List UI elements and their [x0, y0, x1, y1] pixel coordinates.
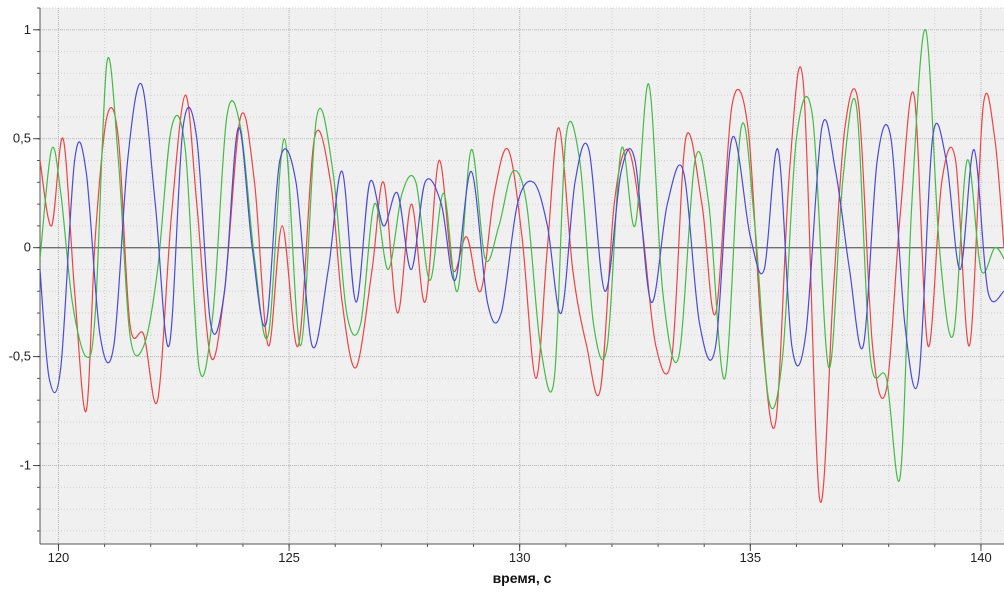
y-tick-label: 1	[24, 22, 31, 37]
axes: 120 125 130 135 140 1 0,5 0 -0,5 -1	[9, 7, 1004, 565]
plot-area	[40, 8, 1004, 544]
x-tick-label: 120	[48, 550, 70, 565]
x-tick-label: 140	[970, 550, 992, 565]
x-tick-label: 135	[739, 550, 761, 565]
y-tick-label: 0	[24, 240, 31, 255]
series-group	[40, 29, 1004, 503]
y-tick-label: -1	[19, 458, 31, 473]
x-tick-label: 130	[509, 550, 531, 565]
x-tick-label: 125	[278, 550, 300, 565]
y-tick-label: 0,5	[13, 131, 31, 146]
y-tick-label: -0,5	[9, 349, 31, 364]
series-line-1	[40, 66, 1004, 503]
series-line-3	[40, 82, 1004, 394]
x-axis-label: время, с	[493, 570, 552, 586]
series-line-2	[40, 29, 1004, 482]
